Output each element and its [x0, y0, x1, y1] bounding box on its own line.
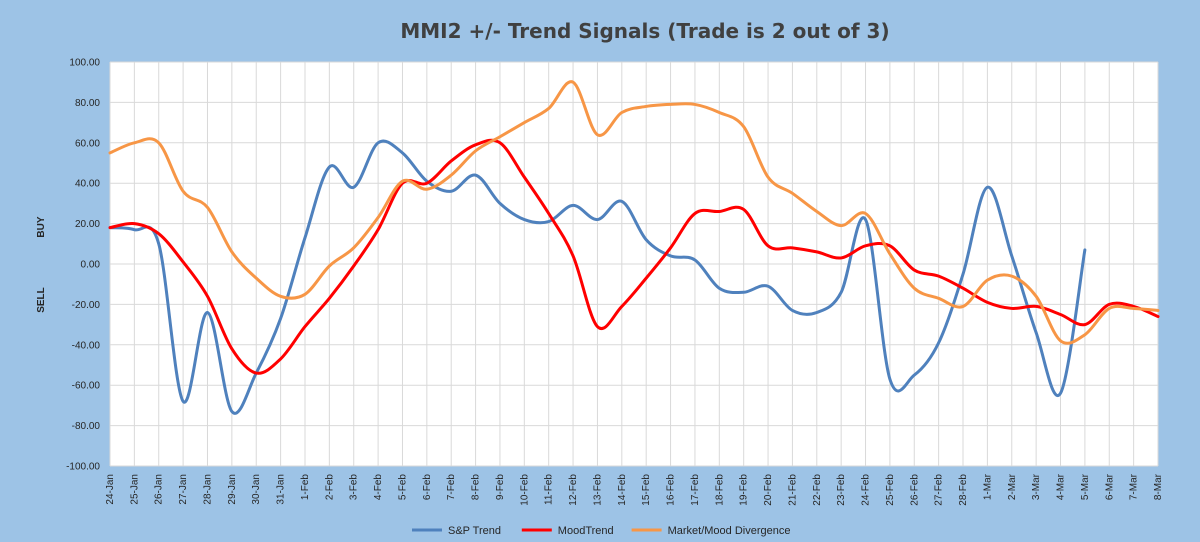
x-tick-label: 27-Jan [178, 474, 189, 505]
x-tick-label: 26-Jan [154, 474, 165, 505]
x-tick-label: 16-Feb [666, 474, 677, 506]
x-axis-ticks: 24-Jan 25-Jan 26-Jan 27-Jan 28-Jan 29-Jan 30-J… [105, 473, 1164, 505]
x-tick-label: 3-Feb [349, 474, 360, 501]
x-tick-label: 18-Feb [714, 474, 725, 506]
x-tick-label: 7-Mar [1129, 473, 1140, 500]
x-tick-label: 10-Feb [519, 474, 530, 506]
y-axis-ticks: 100.00 80.00 60.00 40.00 20.00 0.00 -20.00 -40.… [66, 58, 100, 473]
x-tick-label: 4-Mar [1056, 473, 1067, 500]
y-tick-label: 40.00 [75, 179, 100, 190]
x-tick-label: 26-Feb [909, 474, 920, 506]
x-tick-label: 25-Jan [129, 474, 140, 505]
x-tick-label: 28-Jan [202, 474, 213, 505]
x-tick-label: 17-Feb [690, 474, 701, 506]
y-tick-label: 0.00 [81, 260, 101, 271]
y-tick-label: 80.00 [75, 98, 100, 109]
y-tick-label: 100.00 [69, 58, 100, 69]
gridlines [109, 61, 1159, 467]
x-tick-label: 9-Feb [495, 474, 506, 501]
x-tick-label: 8-Mar [1153, 473, 1164, 500]
chart-title: MMI2 +/- Trend Signals (Trade is 2 out o… [400, 19, 889, 43]
x-tick-label: 6-Feb [422, 474, 433, 501]
x-tick-label: 22-Feb [812, 474, 823, 506]
x-tick-label: 21-Feb [787, 474, 798, 506]
x-tick-label: 8-Feb [471, 474, 482, 501]
y-tick-label: -60.00 [72, 381, 101, 392]
y-tick-label: -100.00 [66, 462, 100, 473]
y-tick-label: -80.00 [72, 421, 101, 432]
legend-label: MoodTrend [558, 525, 614, 537]
x-tick-label: 14-Feb [617, 474, 628, 506]
y-tick-label: -40.00 [72, 340, 101, 351]
legend-label: Market/Mood Divergence [668, 525, 791, 537]
legend-item: S&P Trend [412, 525, 501, 537]
legend-item: MoodTrend [521, 525, 614, 537]
x-tick-label: 13-Feb [592, 474, 603, 506]
y-tick-label: 60.00 [75, 138, 100, 149]
x-tick-label: 28-Feb [958, 474, 969, 506]
x-tick-label: 30-Jan [251, 474, 262, 505]
x-tick-label: 1-Feb [300, 474, 311, 501]
x-tick-label: 5-Feb [397, 474, 408, 501]
x-tick-label: 2-Feb [324, 474, 335, 501]
legend: S&P Trend MoodTrend Market/Mood Divergence [412, 525, 790, 537]
x-tick-label: 1-Mar [982, 473, 993, 500]
y-axis-label-sell: SELL [36, 287, 47, 313]
y-tick-label: -20.00 [72, 300, 101, 311]
series-line-moodtrend [108, 138, 1160, 375]
x-tick-label: 7-Feb [446, 474, 457, 501]
y-axis-label-buy: BUY [36, 216, 47, 237]
x-tick-label: 20-Feb [763, 474, 774, 506]
x-tick-label: 6-Mar [1104, 473, 1115, 500]
x-tick-label: 3-Mar [1031, 473, 1042, 500]
x-tick-label: 24-Feb [861, 474, 872, 506]
x-tick-label: 31-Jan [276, 474, 287, 505]
legend-item: Market/Mood Divergence [631, 525, 791, 537]
x-tick-label: 11-Feb [544, 474, 555, 505]
x-tick-label: 15-Feb [641, 474, 652, 506]
x-tick-label: 19-Feb [739, 474, 750, 506]
x-tick-label: 12-Feb [568, 474, 579, 506]
legend-label: S&P Trend [448, 525, 501, 537]
x-tick-label: 23-Feb [836, 474, 847, 506]
x-tick-label: 24-Jan [105, 474, 116, 505]
y-tick-label: 20.00 [75, 219, 100, 230]
x-tick-label: 29-Jan [227, 474, 238, 505]
x-tick-label: 5-Mar [1080, 473, 1091, 500]
series-line-market-mood-divergence [108, 80, 1160, 345]
series-lines [108, 80, 1160, 415]
x-tick-label: 4-Feb [373, 474, 384, 501]
x-tick-label: 25-Feb [885, 474, 896, 506]
x-tick-label: 27-Feb [934, 474, 945, 506]
x-tick-label: 2-Mar [1007, 473, 1018, 500]
